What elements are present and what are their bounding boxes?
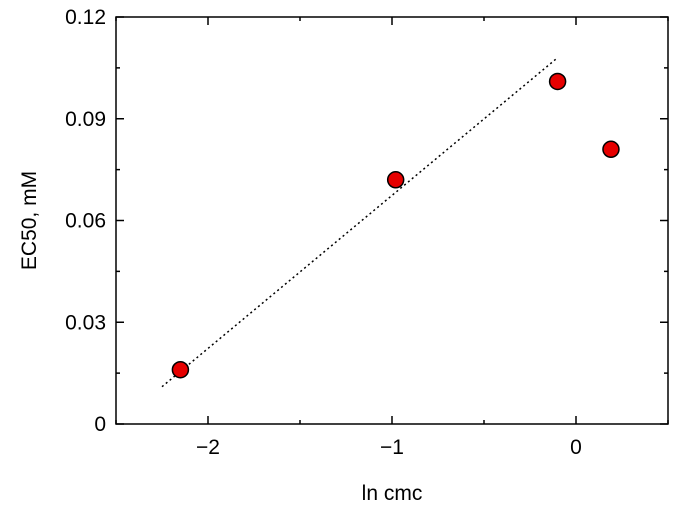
data-point [386,171,405,189]
x-tick-label: −2 [196,436,220,459]
y-tick-label: 0.09 [65,108,106,131]
y-tick-label: 0.06 [65,210,106,233]
fit-line [161,57,559,388]
y-tick-label: 0.12 [65,6,106,29]
y-tick-label: 0 [94,413,106,436]
data-point [171,360,190,379]
x-tick-label: 0 [570,436,582,459]
plot-frame [115,16,669,425]
x-tick-label: −1 [380,436,404,459]
y-axis-title: EC50, mM [18,171,41,270]
x-axis-title: ln cmc [362,482,423,505]
y-axis-ticks: 0 0.03 0.06 0.09 0.12 [65,6,668,436]
data-point [602,140,620,159]
fit-line-layer [161,57,559,388]
y-tick-label: 0.03 [65,311,106,334]
plot-border [115,16,669,425]
data-points-layer [171,72,620,379]
x-axis-ticks: −2 −1 0 [115,17,669,459]
data-point [548,72,567,91]
